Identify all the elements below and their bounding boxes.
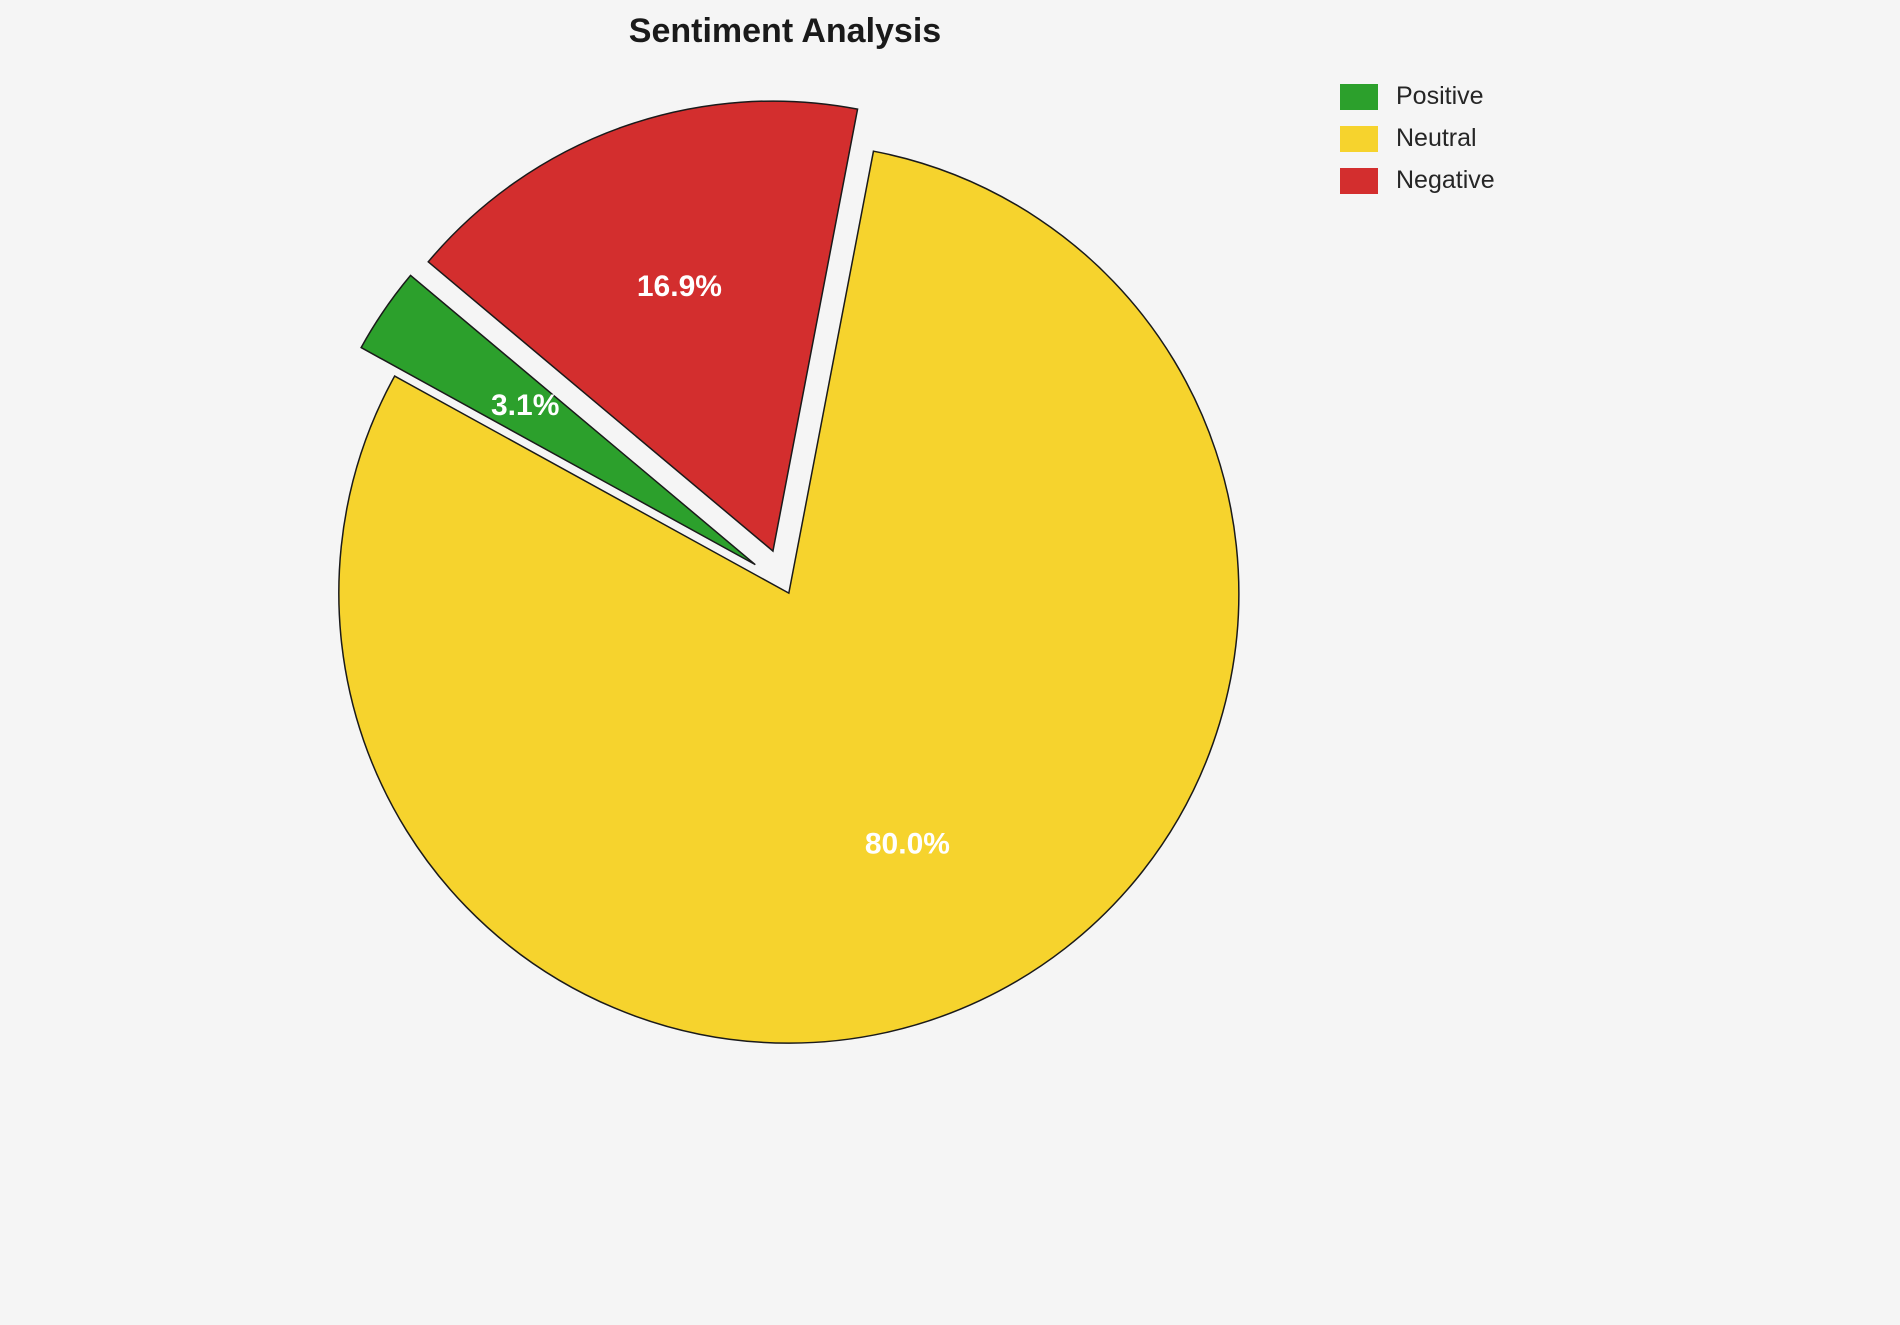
legend-swatch-negative xyxy=(1340,167,1378,194)
pct-label-neutral: 80.0% xyxy=(865,828,950,861)
legend-label-positive: Positive xyxy=(1396,82,1484,110)
pct-label-negative: 16.9% xyxy=(637,270,722,303)
pie-slice-negative xyxy=(427,100,859,553)
legend-item-neutral: Neutral xyxy=(1340,124,1495,153)
legend-swatch-positive xyxy=(1340,83,1378,110)
chart-title: Sentiment Analysis xyxy=(628,12,942,50)
pie-slice-positive xyxy=(360,274,756,566)
legend: Positive Neutral Negative xyxy=(1340,82,1495,195)
pie-slice-neutral xyxy=(338,150,1240,1044)
pct-label-positive: 3.1% xyxy=(491,389,559,422)
legend-item-positive: Positive xyxy=(1340,82,1495,111)
legend-label-negative: Negative xyxy=(1396,166,1495,194)
legend-label-neutral: Neutral xyxy=(1396,124,1477,152)
legend-item-negative: Negative xyxy=(1340,166,1495,195)
legend-swatch-neutral xyxy=(1340,125,1378,152)
